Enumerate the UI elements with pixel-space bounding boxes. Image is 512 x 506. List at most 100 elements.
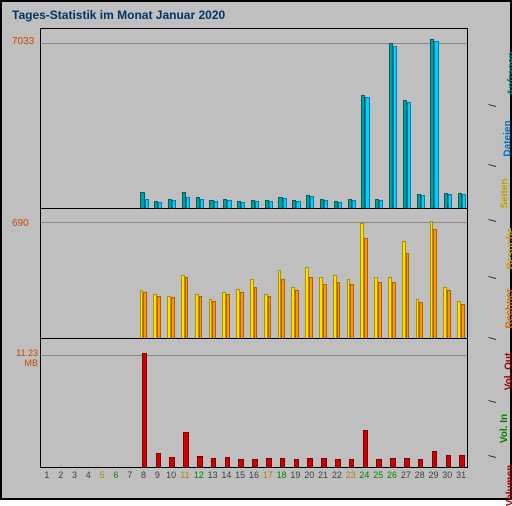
x-tick: 28 [413, 470, 427, 480]
bar-volumen [321, 458, 327, 467]
y-label-panel3: 11.23 MB [12, 348, 38, 368]
x-tick: 26 [385, 470, 399, 480]
bar-dateien [296, 201, 300, 208]
x-axis: 1234567891011121314151617181920212223242… [40, 470, 468, 486]
right-label-volin: Vol. In [499, 414, 510, 443]
bar-rechner [406, 253, 410, 338]
bar-volumen [390, 458, 396, 467]
bar-volumen [418, 459, 424, 467]
bar-dateien [462, 194, 466, 208]
bar-rechner [392, 282, 396, 338]
bar-rechner [143, 292, 147, 338]
bar-volumen [197, 456, 203, 467]
x-tick: 2 [54, 470, 68, 480]
bar-rechner [364, 238, 368, 338]
x-tick: 23 [344, 470, 358, 480]
right-label-separator: / [488, 337, 499, 340]
chart-title: Tages-Statistik im Monat Januar 2020 [12, 8, 225, 22]
x-tick: 13 [206, 470, 220, 480]
bar-rechner [323, 284, 327, 338]
bar-dateien [421, 195, 425, 208]
x-tick: 11 [178, 470, 192, 480]
y-label-panel1: 7033 [12, 36, 34, 47]
bar-rechner [268, 296, 272, 338]
bar-volumen [404, 458, 410, 467]
bar-rechner [171, 297, 175, 338]
bar-dateien [200, 199, 204, 208]
bar-volumen [238, 459, 244, 467]
bar-dateien [172, 200, 176, 208]
x-tick: 6 [109, 470, 123, 480]
bar-dateien [352, 200, 356, 208]
bar-volumen [183, 432, 189, 467]
chart-frame: Tages-Statistik im Monat Januar 2020 703… [0, 0, 512, 500]
x-tick: 4 [81, 470, 95, 480]
bar-volumen [335, 459, 341, 467]
right-axis-labels: AnfragenDateienSeitenBesucheRechnerVol. … [490, 28, 504, 468]
bar-rechner [433, 229, 437, 338]
bar-volumen [459, 455, 465, 467]
bar-volumen [376, 459, 382, 467]
panel-besuche-rechner [40, 208, 468, 338]
x-tick: 22 [330, 470, 344, 480]
x-tick: 15 [233, 470, 247, 480]
bar-volumen [211, 458, 217, 467]
bar-dateien [269, 201, 273, 208]
bar-rechner [447, 290, 451, 338]
bar-rechner [309, 277, 313, 338]
x-tick: 21 [316, 470, 330, 480]
bar-volumen [252, 459, 258, 467]
bar-volumen [363, 430, 369, 467]
bar-volumen [432, 451, 438, 467]
x-tick: 8 [137, 470, 151, 480]
x-tick: 29 [427, 470, 441, 480]
right-label-anfragen: Anfragen [506, 52, 512, 96]
bar-dateien [379, 200, 383, 208]
right-label-separator: / [488, 400, 499, 403]
bar-rechner [419, 302, 423, 338]
x-tick: 7 [123, 470, 137, 480]
bar-rechner [461, 304, 465, 338]
y-label-panel2: 690 [12, 218, 29, 229]
x-tick: 31 [454, 470, 468, 480]
right-label-separator: / [488, 455, 499, 458]
bar-rechner [350, 284, 354, 338]
bar-volumen [294, 459, 300, 467]
bar-dateien [393, 46, 397, 208]
x-tick: 5 [95, 470, 109, 480]
bar-dateien [283, 198, 287, 208]
x-tick: 3 [68, 470, 82, 480]
bar-volumen [156, 453, 162, 467]
bar-rechner [185, 277, 189, 338]
x-tick: 16 [247, 470, 261, 480]
x-tick: 24 [358, 470, 372, 480]
bar-dateien [145, 199, 149, 208]
right-label-volout: Vol. Out [503, 353, 512, 391]
bar-volumen [225, 457, 231, 467]
x-tick: 27 [399, 470, 413, 480]
panel-anfragen-dateien [40, 28, 468, 208]
x-tick: 1 [40, 470, 54, 480]
bar-rechner [226, 294, 230, 338]
bar-rechner [337, 282, 341, 338]
right-label-dateien: Dateien [503, 120, 512, 156]
bar-rechner [240, 292, 244, 338]
bar-volumen [169, 457, 175, 467]
x-tick: 17 [261, 470, 275, 480]
x-tick: 18 [275, 470, 289, 480]
x-tick: 10 [164, 470, 178, 480]
bar-dateien [186, 197, 190, 208]
panel-volumen [40, 338, 468, 468]
bar-volumen [266, 458, 272, 467]
right-label-separator: / [488, 219, 499, 222]
bar-rechner [295, 290, 299, 338]
x-tick: 30 [440, 470, 454, 480]
bar-rechner [254, 287, 258, 338]
bar-dateien [227, 200, 231, 208]
bar-volumen [446, 455, 452, 467]
right-label-separator: / [488, 104, 499, 107]
bar-rechner [199, 296, 203, 338]
right-label-seiten: Seiten [500, 178, 511, 208]
x-tick: 25 [371, 470, 385, 480]
bar-rechner [378, 282, 382, 338]
